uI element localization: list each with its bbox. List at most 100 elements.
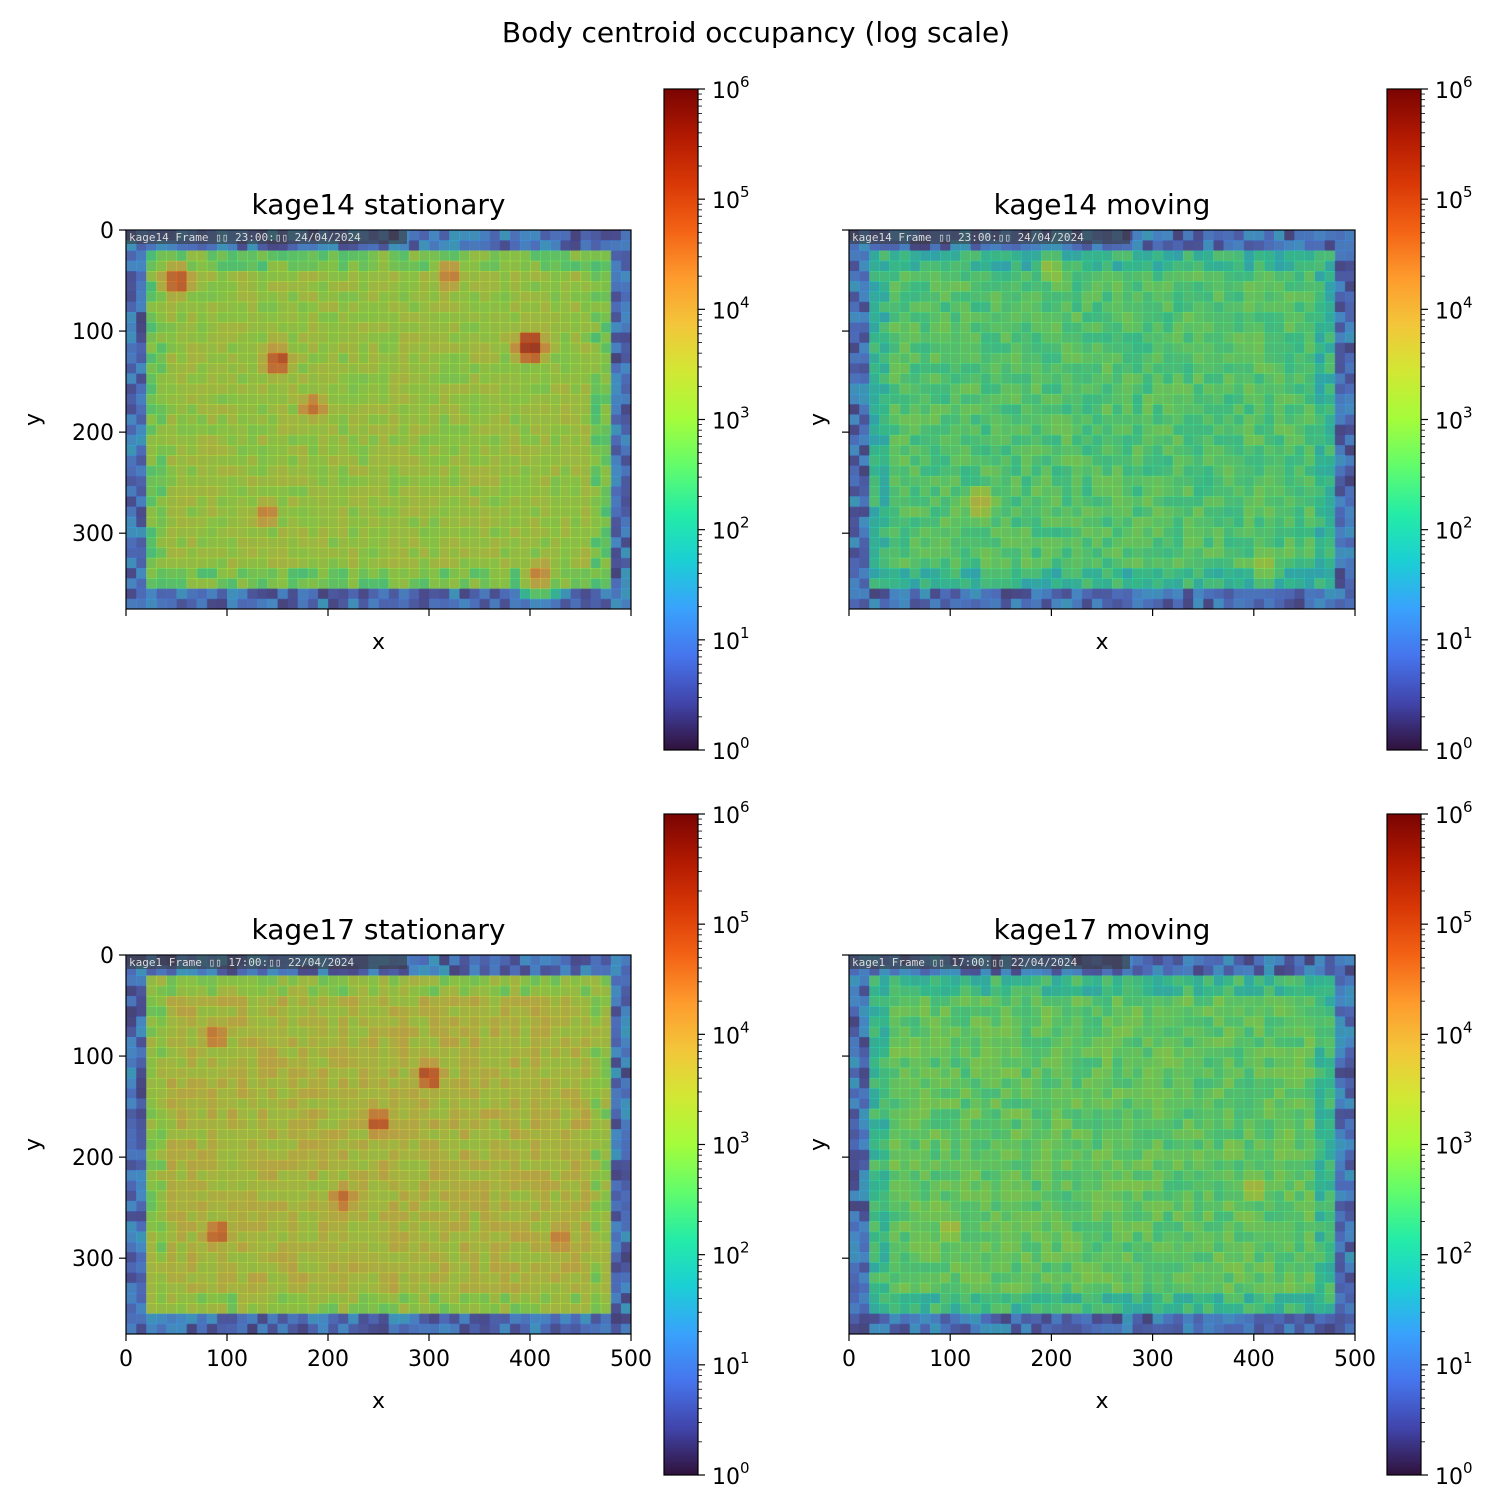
heatmap-cell (307, 393, 319, 405)
heatmap-cell (267, 985, 279, 997)
heatmap-cell (1091, 578, 1103, 590)
heatmap-cell (540, 1139, 551, 1151)
heatmap-cell (186, 352, 198, 364)
heatmap-cell (1071, 434, 1083, 446)
heatmap-cell (919, 434, 931, 446)
heatmap-cell (610, 1108, 622, 1120)
heatmap-cell (1112, 332, 1123, 344)
heatmap-cell (499, 1077, 511, 1089)
heatmap-cell (1203, 434, 1214, 446)
heatmap-cell (206, 985, 218, 997)
heatmap-cell (126, 995, 137, 1007)
heatmap-cell (459, 1118, 470, 1130)
heatmap-cell (519, 434, 531, 446)
heatmap-cell (889, 557, 901, 569)
heatmap-cell (1223, 230, 1235, 241)
heatmap-cell (449, 1098, 460, 1110)
heatmap-cell (590, 445, 602, 456)
heatmap-cell (429, 1139, 440, 1151)
heatmap-cell (620, 557, 631, 569)
heatmap-cell (348, 496, 359, 508)
heatmap-cell (519, 1047, 531, 1059)
heatmap-cell (227, 434, 238, 446)
heatmap-cell (859, 496, 870, 508)
heatmap-cell (909, 404, 921, 415)
heatmap-cell (338, 414, 349, 426)
heatmap-cell (1344, 516, 1355, 528)
heatmap-cell (1304, 537, 1316, 549)
heatmap-cell (530, 445, 541, 456)
heatmap-cell (439, 547, 450, 559)
heatmap-cell (358, 424, 369, 436)
heatmap-cell (1263, 311, 1275, 323)
heatmap-cell (126, 1036, 137, 1048)
heatmap-cell (277, 527, 289, 538)
heatmap-cell (368, 1118, 380, 1130)
heatmap-cell (879, 588, 891, 600)
heatmap-cell (1021, 363, 1032, 374)
heatmap-cell (307, 1129, 319, 1140)
heatmap-cell (126, 965, 137, 977)
heatmap-cell (418, 424, 430, 436)
heatmap-cell (398, 332, 410, 344)
heatmap-cell (1344, 373, 1355, 385)
heatmap-cell (247, 578, 258, 590)
heatmap-cell (540, 1159, 551, 1171)
heatmap-cell (610, 1139, 622, 1151)
heatmap-cell (1081, 475, 1093, 487)
heatmap-cell (519, 270, 531, 282)
heatmap-cell (398, 414, 410, 426)
heatmap-cell (1071, 270, 1083, 282)
heatmap-cell (196, 506, 208, 518)
heatmap-cell (459, 434, 470, 446)
heatmap-cell (899, 342, 911, 354)
heatmap-cell (590, 598, 602, 609)
heatmap-cell (530, 506, 541, 518)
heatmap-cell (307, 352, 319, 364)
heatmap-cell (1172, 568, 1184, 579)
heatmap-cell (1213, 588, 1225, 600)
heatmap-cell (166, 547, 178, 559)
heatmap-cell (338, 578, 349, 590)
heatmap-cell (990, 250, 1002, 262)
heatmap-cell (196, 1098, 208, 1110)
heatmap-cell (277, 486, 289, 497)
heatmap-cell (1284, 414, 1295, 426)
heatmap-cell (1203, 424, 1214, 436)
heatmap-cell (166, 1180, 178, 1192)
heatmap-cell (929, 588, 941, 600)
heatmap-cell (449, 1108, 460, 1120)
heatmap-cell (136, 311, 147, 323)
heatmap-cell (307, 465, 319, 477)
heatmap-cell (1091, 434, 1103, 446)
heatmap-cell (247, 1067, 258, 1079)
heatmap-cell (990, 424, 1002, 436)
heatmap-cell (1051, 291, 1063, 303)
heatmap-cell (1031, 486, 1042, 497)
heatmap-cell (176, 1026, 188, 1038)
heatmap-cell (196, 1036, 208, 1048)
heatmap-cell (176, 1108, 188, 1120)
heatmap-cell (1223, 568, 1235, 579)
heatmap-cell (1102, 240, 1113, 252)
heatmap-cell (1304, 547, 1316, 559)
heatmap-cell (580, 975, 592, 987)
heatmap-cell (1010, 270, 1022, 282)
heatmap-cell (1203, 496, 1214, 508)
heatmap-cell (909, 455, 921, 467)
heatmap-cell (146, 414, 157, 426)
heatmap-cell (980, 568, 992, 579)
heatmap-cell (1213, 424, 1225, 436)
heatmap-cell (990, 404, 1002, 415)
heatmap-cell (489, 475, 501, 487)
heatmap-cell (317, 1016, 329, 1028)
heatmap-cell (600, 322, 612, 334)
heatmap-cell (277, 1047, 289, 1059)
heatmap-cell (509, 250, 521, 262)
heatmap-cell (899, 270, 911, 282)
heatmap-cell (560, 445, 571, 456)
heatmap-cell (429, 1006, 440, 1018)
heatmap-cell (1274, 547, 1285, 559)
heatmap-cell (1112, 568, 1123, 579)
heatmap-cell (257, 322, 268, 334)
